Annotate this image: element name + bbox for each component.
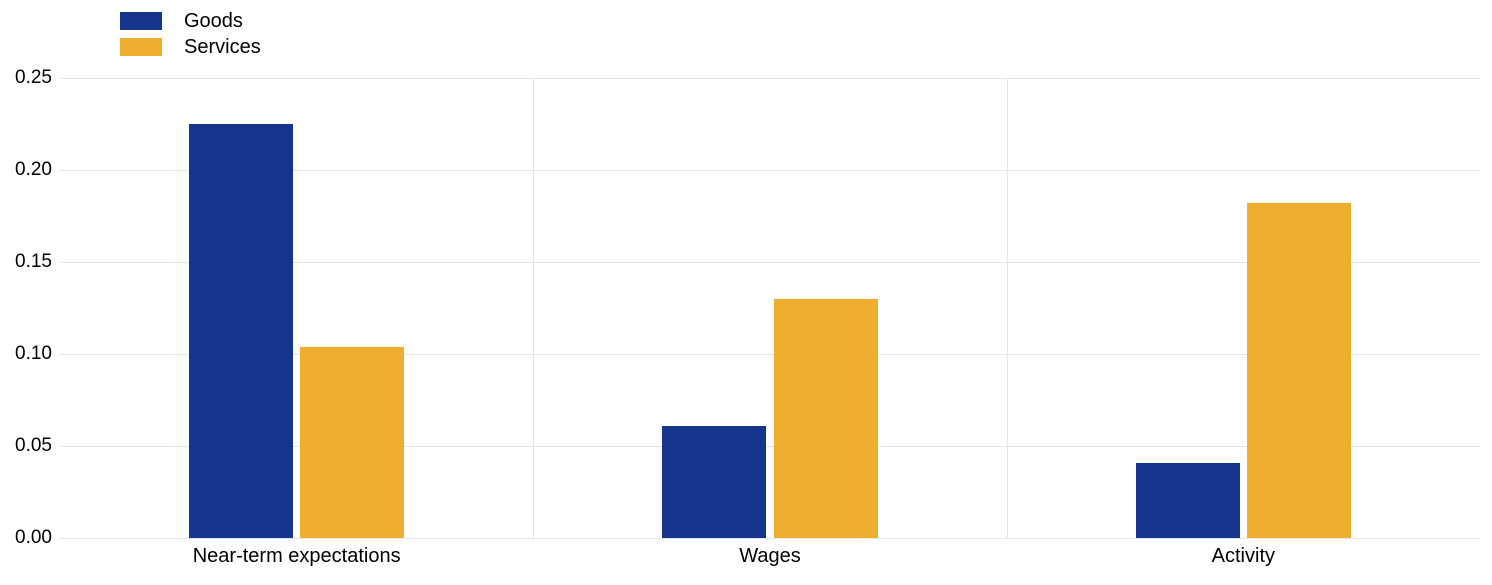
y-tick-label: 0.10	[0, 343, 52, 365]
y-tick-label: 0.15	[0, 251, 52, 273]
legend-item: Goods	[120, 8, 261, 34]
bar	[1136, 463, 1240, 538]
legend-label: Services	[184, 36, 261, 59]
bar	[1247, 203, 1351, 538]
chart-container: Goods Services 0.00 0.05 0.10 0.15 0.20 0.25 Ne…	[0, 0, 1492, 585]
y-tick-label: 0.00	[0, 527, 52, 549]
bar	[300, 347, 404, 538]
group-divider	[533, 78, 534, 538]
group-divider	[1007, 78, 1008, 538]
gridline	[60, 78, 1480, 79]
x-tick-label: Activity	[1212, 545, 1275, 568]
plot-area	[60, 78, 1480, 538]
legend: Goods Services	[120, 8, 261, 60]
legend-swatch	[120, 38, 162, 56]
bar	[774, 299, 878, 538]
y-tick-label: 0.05	[0, 435, 52, 457]
legend-label: Goods	[184, 10, 243, 33]
legend-item: Services	[120, 34, 261, 60]
y-tick-label: 0.25	[0, 67, 52, 89]
y-tick-label: 0.20	[0, 159, 52, 181]
legend-swatch	[120, 12, 162, 30]
x-tick-label: Near-term expectations	[193, 545, 401, 568]
bar	[189, 124, 293, 538]
x-tick-label: Wages	[739, 545, 801, 568]
gridline	[60, 538, 1480, 539]
bar	[662, 426, 766, 538]
